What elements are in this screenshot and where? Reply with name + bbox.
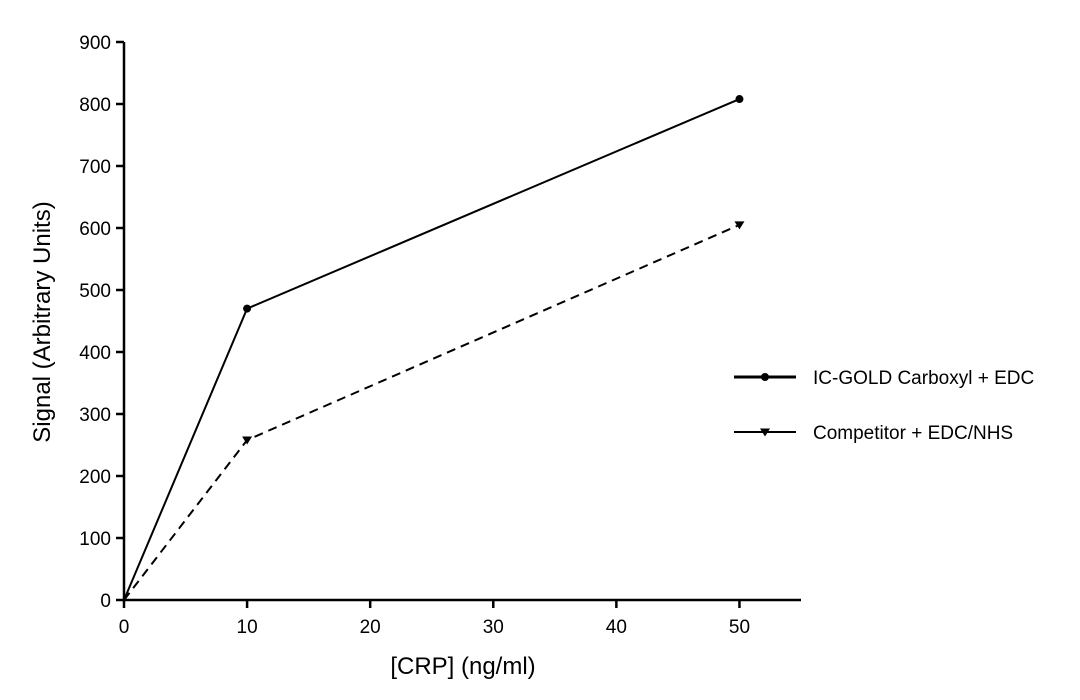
y-tick-label: 600 xyxy=(79,219,111,240)
legend-swatch-marker xyxy=(760,428,770,437)
data-point xyxy=(242,436,253,445)
legend-label: IC-GOLD Carboxyl + EDC xyxy=(813,368,1034,389)
y-axis: 0 100 200 300 400 500 600 700 800 900 xyxy=(79,33,126,612)
x-tick-label: 20 xyxy=(360,617,381,638)
legend-item-1: IC-GOLD Carboxyl + EDC xyxy=(734,368,1034,389)
series-1 xyxy=(123,95,744,601)
series-2 xyxy=(123,221,745,601)
series-layer xyxy=(123,95,745,601)
data-point xyxy=(735,95,744,104)
x-axis: 0 10 20 30 40 50 xyxy=(119,598,801,638)
data-point xyxy=(734,221,745,230)
legend: IC-GOLD Carboxyl + EDC Competitor + EDC/N… xyxy=(734,368,1034,444)
series-line xyxy=(123,98,740,601)
y-tick-label: 100 xyxy=(79,529,111,550)
data-point xyxy=(243,304,252,313)
y-tick-label: 300 xyxy=(79,405,111,426)
x-axis-title: [CRP] (ng/ml) xyxy=(390,653,535,680)
y-tick-label: 900 xyxy=(79,33,111,54)
y-tick-label: 0 xyxy=(100,591,111,612)
x-tick-label: 0 xyxy=(119,617,130,638)
y-tick-label: 800 xyxy=(79,95,111,116)
legend-swatch-marker xyxy=(761,373,769,381)
y-tick-label: 700 xyxy=(79,157,111,178)
legend-label: Competitor + EDC/NHS xyxy=(813,423,1013,444)
y-axis-title: Signal (Arbitrary Units) xyxy=(29,201,56,442)
x-tick-label: 40 xyxy=(606,617,627,638)
legend-item-2: Competitor + EDC/NHS xyxy=(734,423,1013,444)
x-tick-label: 10 xyxy=(237,617,258,638)
series-line xyxy=(123,223,740,601)
y-tick-label: 400 xyxy=(79,343,111,364)
y-tick-label: 500 xyxy=(79,281,111,302)
x-tick-label: 30 xyxy=(483,617,504,638)
y-tick-label: 200 xyxy=(79,467,111,488)
x-tick-label: 50 xyxy=(729,617,750,638)
